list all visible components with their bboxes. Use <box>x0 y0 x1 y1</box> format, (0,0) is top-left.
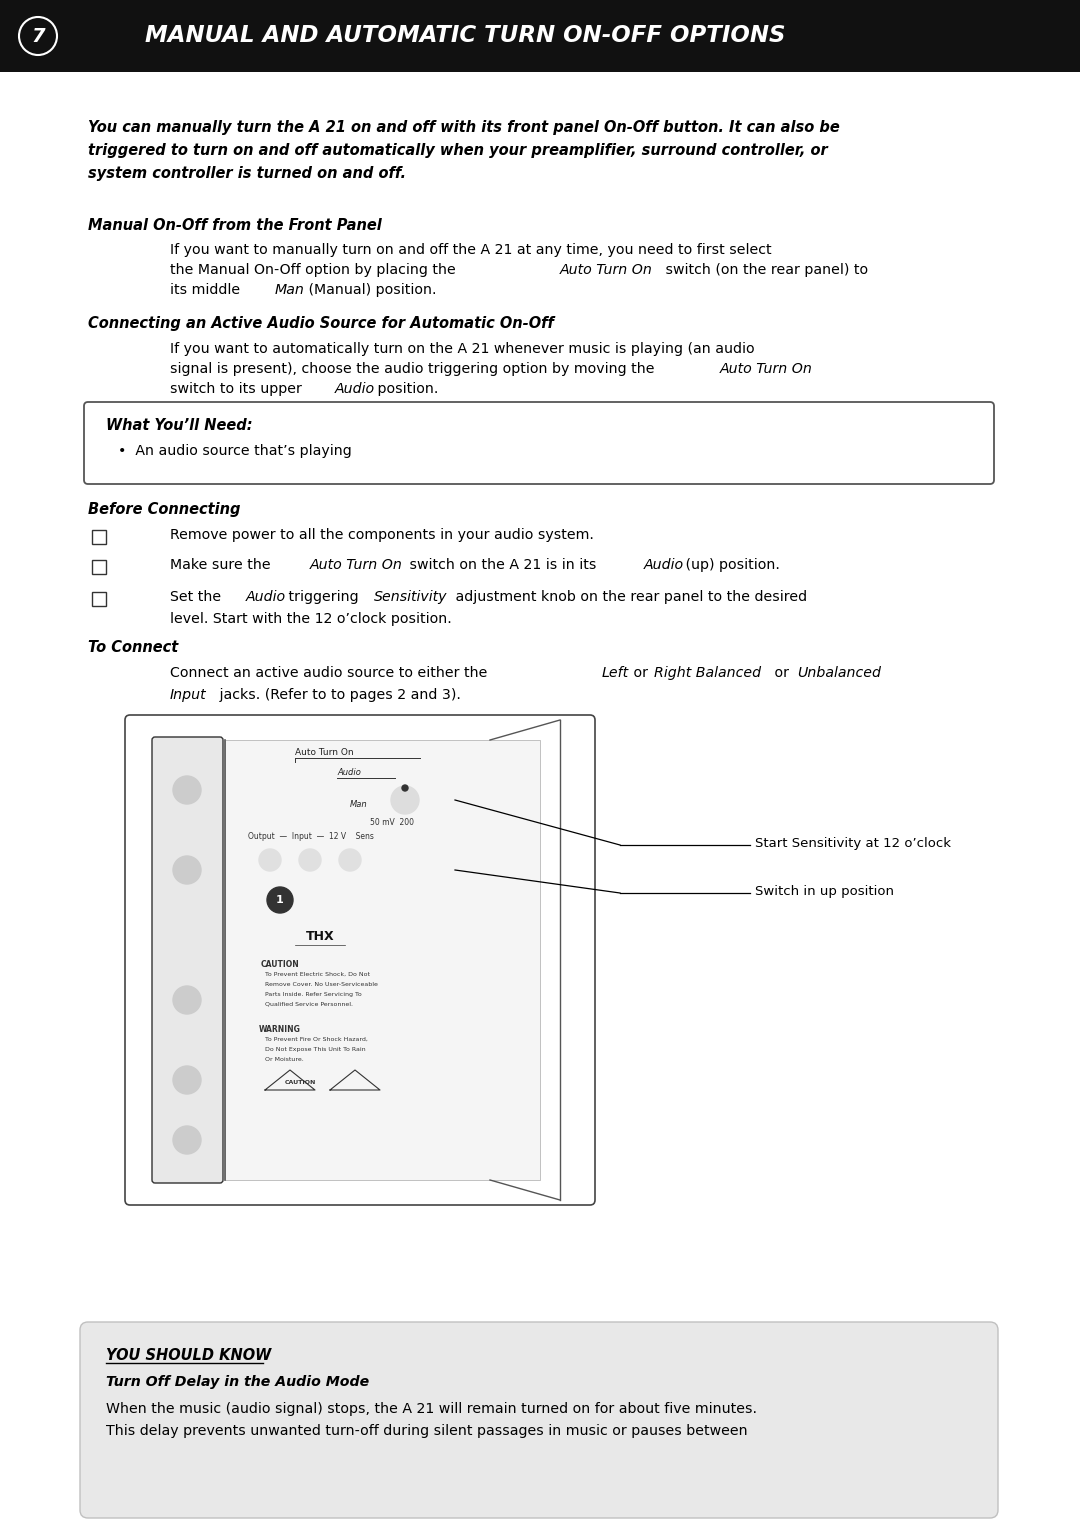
Text: or: or <box>770 666 794 680</box>
Text: Unbalanced: Unbalanced <box>797 666 881 680</box>
Text: Start Sensitivity at 12 o’clock: Start Sensitivity at 12 o’clock <box>755 837 951 851</box>
Text: Manual On-Off from the Front Panel: Manual On-Off from the Front Panel <box>87 218 381 234</box>
Text: Before Connecting: Before Connecting <box>87 502 241 518</box>
Text: triggered to turn on and off automatically when your preamplifier, surround cont: triggered to turn on and off automatical… <box>87 144 827 157</box>
Text: Output  —  Input  —  12 V    Sens: Output — Input — 12 V Sens <box>248 832 374 841</box>
Circle shape <box>259 849 281 870</box>
Circle shape <box>299 849 321 870</box>
Text: Right Balanced: Right Balanced <box>654 666 761 680</box>
Text: This delay prevents unwanted turn-off during silent passages in music or pauses : This delay prevents unwanted turn-off du… <box>106 1425 747 1438</box>
Circle shape <box>402 785 408 791</box>
Circle shape <box>339 849 361 870</box>
Text: Set the: Set the <box>170 589 226 605</box>
Text: Audio: Audio <box>335 382 375 395</box>
Text: Turn Off Delay in the Audio Mode: Turn Off Delay in the Audio Mode <box>106 1374 369 1390</box>
Text: Sensitivity: Sensitivity <box>374 589 447 605</box>
Text: or: or <box>629 666 652 680</box>
Text: Make sure the: Make sure the <box>170 557 275 573</box>
Text: To Prevent Electric Shock, Do Not: To Prevent Electric Shock, Do Not <box>265 973 370 977</box>
Text: Auto Turn On: Auto Turn On <box>310 557 403 573</box>
Text: the Manual On-Off option by placing the: the Manual On-Off option by placing the <box>170 263 460 276</box>
Text: CAUTION: CAUTION <box>260 960 299 970</box>
Text: jacks. (Refer to to pages 2 and 3).: jacks. (Refer to to pages 2 and 3). <box>215 689 461 702</box>
Text: signal is present), choose the audio triggering option by moving the: signal is present), choose the audio tri… <box>170 362 659 376</box>
Text: level. Start with the 12 o’clock position.: level. Start with the 12 o’clock positio… <box>170 612 451 626</box>
Text: Auto Turn On: Auto Turn On <box>720 362 813 376</box>
Circle shape <box>173 1066 201 1093</box>
FancyBboxPatch shape <box>84 402 994 484</box>
Text: Remove Cover. No User-Serviceable: Remove Cover. No User-Serviceable <box>265 982 378 986</box>
Text: system controller is turned on and off.: system controller is turned on and off. <box>87 166 406 182</box>
Text: Audio: Audio <box>644 557 684 573</box>
Text: (Manual) position.: (Manual) position. <box>303 282 436 296</box>
Text: switch to its upper: switch to its upper <box>170 382 307 395</box>
Text: Connecting an Active Audio Source for Automatic On-Off: Connecting an Active Audio Source for Au… <box>87 316 554 331</box>
Text: Audio: Audio <box>337 768 361 777</box>
Text: What You’ll Need:: What You’ll Need: <box>106 418 253 434</box>
Text: CAUTION: CAUTION <box>285 1080 316 1086</box>
Text: Man: Man <box>275 282 305 296</box>
Text: Connect an active audio source to either the: Connect an active audio source to either… <box>170 666 491 680</box>
Text: THX: THX <box>306 930 335 944</box>
Text: 50 mV  200: 50 mV 200 <box>370 818 414 828</box>
Circle shape <box>173 857 201 884</box>
FancyBboxPatch shape <box>0 0 1080 72</box>
Text: Audio: Audio <box>246 589 286 605</box>
Circle shape <box>173 986 201 1014</box>
Text: Auto Turn On: Auto Turn On <box>561 263 653 276</box>
Text: its middle: its middle <box>170 282 245 296</box>
Text: Qualified Service Personnel.: Qualified Service Personnel. <box>265 1002 353 1006</box>
Text: Remove power to all the components in your audio system.: Remove power to all the components in yo… <box>170 528 594 542</box>
FancyBboxPatch shape <box>125 715 595 1205</box>
Text: triggering: triggering <box>284 589 363 605</box>
Text: Input: Input <box>170 689 206 702</box>
Text: 7: 7 <box>31 26 44 46</box>
Text: Auto Turn On: Auto Turn On <box>295 748 353 757</box>
Text: To Connect: To Connect <box>87 640 178 655</box>
Bar <box>92 560 106 574</box>
Text: 1: 1 <box>276 895 284 906</box>
Text: WARNING: WARNING <box>259 1025 301 1034</box>
Text: •  An audio source that’s playing: • An audio source that’s playing <box>118 444 352 458</box>
FancyBboxPatch shape <box>80 1322 998 1518</box>
Text: If you want to automatically turn on the A 21 whenever music is playing (an audi: If you want to automatically turn on the… <box>170 342 755 356</box>
Text: MANUAL AND AUTOMATIC TURN ON-OFF OPTIONS: MANUAL AND AUTOMATIC TURN ON-OFF OPTIONS <box>145 24 785 47</box>
Text: switch on the A 21 is in its: switch on the A 21 is in its <box>405 557 600 573</box>
Text: Man: Man <box>350 800 367 809</box>
Text: Left: Left <box>602 666 630 680</box>
Bar <box>225 741 540 1180</box>
Text: adjustment knob on the rear panel to the desired: adjustment knob on the rear panel to the… <box>451 589 807 605</box>
Text: When the music (audio signal) stops, the A 21 will remain turned on for about fi: When the music (audio signal) stops, the… <box>106 1402 757 1416</box>
Text: Switch in up position: Switch in up position <box>755 886 894 898</box>
Text: Or Moisture.: Or Moisture. <box>265 1057 303 1061</box>
Text: Do Not Expose This Unit To Rain: Do Not Expose This Unit To Rain <box>265 1048 366 1052</box>
Bar <box>92 592 106 606</box>
Circle shape <box>267 887 293 913</box>
FancyBboxPatch shape <box>152 738 222 1183</box>
Circle shape <box>391 786 419 814</box>
Text: If you want to manually turn on and off the A 21 at any time, you need to first : If you want to manually turn on and off … <box>170 243 771 257</box>
Bar <box>92 530 106 544</box>
Circle shape <box>173 1125 201 1154</box>
Circle shape <box>173 776 201 805</box>
Text: position.: position. <box>373 382 438 395</box>
Text: You can manually turn the A 21 on and off with its front panel On-Off button. It: You can manually turn the A 21 on and of… <box>87 121 840 134</box>
Text: To Prevent Fire Or Shock Hazard,: To Prevent Fire Or Shock Hazard, <box>265 1037 368 1041</box>
Text: switch (on the rear panel) to: switch (on the rear panel) to <box>661 263 868 276</box>
Text: Parts Inside. Refer Servicing To: Parts Inside. Refer Servicing To <box>265 993 362 997</box>
Text: YOU SHOULD KNOW: YOU SHOULD KNOW <box>106 1348 271 1364</box>
Text: (up) position.: (up) position. <box>681 557 780 573</box>
